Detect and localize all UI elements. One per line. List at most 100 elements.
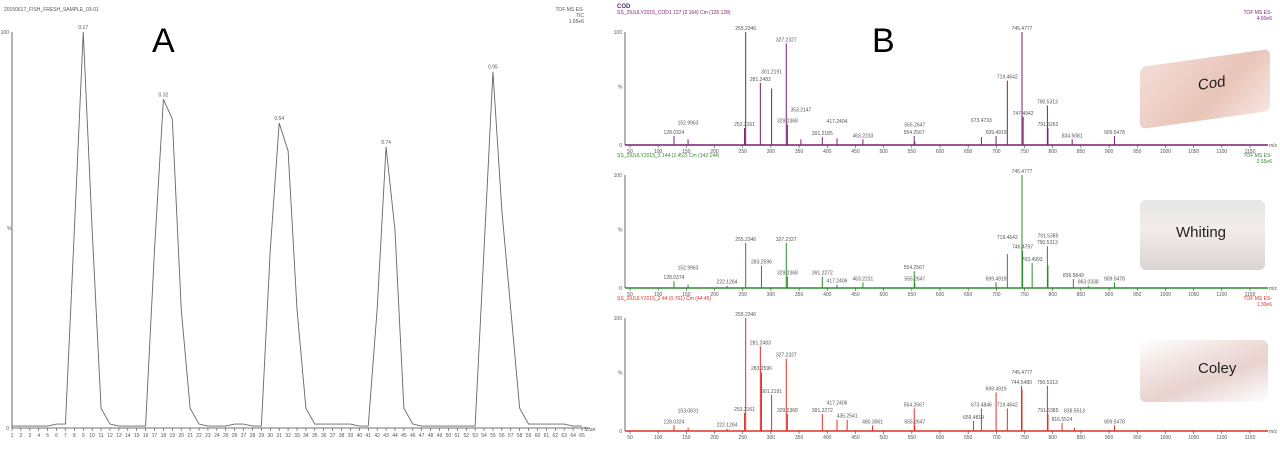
spectrum-peak-label: 791.5385: [1038, 408, 1059, 414]
spectrum-peak-label: 329.2368: [777, 408, 798, 414]
spectrum-title: SS_29JULY2015_3 144 (2.452) Cm (142:144): [617, 153, 720, 159]
chart-a-xlabel: Scan: [584, 427, 596, 433]
chart-a-xtick: 21: [187, 433, 193, 439]
spectrum-xtick: 650: [964, 149, 973, 155]
spectrum-xtick: 1000: [1160, 435, 1171, 441]
spectrum-xtick: 250: [739, 435, 748, 441]
spectrum-xtick: 750: [1020, 149, 1029, 155]
spectrum-xtick: 700: [992, 435, 1001, 441]
spectrum-peak-label: 281.2483: [750, 340, 771, 346]
chart-a-xtick: 27: [241, 433, 247, 439]
spectrum-peak-label: 555.2647: [904, 419, 925, 425]
chart-a-xtick: 16: [143, 433, 149, 439]
spectrum-xtick: 400: [823, 435, 832, 441]
chart-a-xtick: 9: [82, 433, 85, 439]
spectrum-xtick: 750: [1020, 292, 1029, 298]
chart-a-ytick: 100: [1, 30, 10, 36]
spectrum-ytick: 0: [619, 286, 622, 292]
spectrum-xtick: 1050: [1188, 292, 1199, 298]
chart-a-peak-label: 0.95: [488, 65, 498, 71]
chart-a-xtick: 26: [232, 433, 238, 439]
chart-a-xtick: 1: [11, 433, 14, 439]
spectrum-peak-label: 301.2191: [761, 389, 782, 395]
spectrum-ytick: 100: [614, 30, 623, 36]
spectrum-xtick: 850: [1077, 292, 1086, 298]
spectrum-peak-label: 255.2346: [735, 312, 756, 318]
chart-a-xtick: 65: [579, 433, 585, 439]
chart-a-xtick: 33: [294, 433, 300, 439]
spectrum-xtick: 450: [851, 292, 860, 298]
spectrum-xtick: 550: [908, 435, 917, 441]
spectrum-xtick: 1100: [1216, 292, 1227, 298]
spectrum-peak-label: 909.5478: [1104, 130, 1125, 136]
chart-a-xtick: 42: [374, 433, 380, 439]
spectrum-peak-label: 327.2327: [776, 353, 797, 359]
spectrum-peak-label: 283.2596: [751, 259, 772, 265]
spectrum-peak-label: 480.3061: [862, 419, 883, 425]
chart-a-xtick: 57: [508, 433, 514, 439]
spectrum-title: SS_29JULY2015_2 44 (0.761) Cm (44:45): [617, 296, 711, 302]
chart-a-xtick: 53: [472, 433, 478, 439]
spectrum-peak-label: 153.0831: [678, 409, 699, 415]
spectrum-peak-label: 255.2346: [735, 26, 756, 32]
spectrum-ytick: 0: [619, 143, 622, 149]
spectrum-peak-label: 745.4777: [1012, 370, 1033, 376]
chart-a-xtick: 36: [321, 433, 327, 439]
spectrum-xlabel: m/z: [1269, 429, 1278, 435]
spectrum-peak-label: 790.5313: [1037, 380, 1058, 386]
chart-a-xtick: 11: [98, 433, 103, 439]
spectrum-peak-label: 673.4733: [971, 118, 992, 124]
spectrum-ytick: 100: [614, 316, 623, 322]
spectrum-xtick: 500: [879, 149, 888, 155]
spectrum-peak-label: 391.2185: [812, 131, 833, 137]
spectrum-peak-label: 836.5849: [1063, 273, 1084, 279]
spectrum-xtick: 550: [908, 292, 917, 298]
spectrum-xtick: 350: [795, 149, 804, 155]
spectrum-xtick: 1050: [1188, 149, 1199, 155]
chart-a-title: 20150617_FISH_FRESH_SAMPLE_03-01: [4, 7, 99, 13]
chart-a-ylabel: %: [7, 226, 12, 232]
chart-a-xtick: 55: [490, 433, 496, 439]
spectrum-xtick: 50: [627, 292, 633, 298]
chart-a-xtick: 14: [125, 433, 131, 439]
chart-a-xtick: 45: [401, 433, 407, 439]
spectrum-xtick: 950: [1133, 292, 1142, 298]
spectrum-ytick: 0: [619, 429, 622, 435]
spectrum-xtick: 800: [1049, 149, 1058, 155]
spectrum-peak-label: 763.4993: [1022, 257, 1043, 263]
cod-label: Cod: [1198, 73, 1226, 94]
chart-a-peak-label: 0.54: [274, 116, 284, 122]
chart-a-xtick: 50: [446, 433, 452, 439]
spectrum-xtick: 250: [739, 149, 748, 155]
chart-a-xtick: 58: [517, 433, 523, 439]
spectrum-xtick: 950: [1133, 435, 1142, 441]
spectrum-xtick: 150: [682, 435, 691, 441]
spectrum-peak-label: 791.5262: [1038, 122, 1059, 128]
chart-a-xtick: 3: [28, 433, 31, 439]
spectrum-peak-label: 329.2368: [777, 119, 798, 125]
spectrum-xtick: 550: [908, 149, 917, 155]
whiting-photo: Whiting: [1140, 200, 1265, 270]
spectrum-xtick: 1150: [1245, 435, 1256, 441]
spectrum-peak-label: 745.4777: [1012, 26, 1033, 32]
chart-a-xtick: 51: [455, 433, 461, 439]
chart-a-xtick: 39: [348, 433, 354, 439]
spectrum-xtick: 400: [823, 292, 832, 298]
spectrum-peak-label: 554.2567: [904, 402, 925, 408]
chart-a-xtick: 24: [214, 433, 220, 439]
spectrum-xtick: 1150: [1245, 149, 1256, 155]
spectrum-peak-label: 659.4819: [963, 415, 984, 421]
spectrum-peak-label: 719.4642: [997, 235, 1018, 241]
spectrum-xtick: 50: [627, 435, 633, 441]
chart-a-header: TIC: [576, 13, 584, 19]
spectrum-peak-label: 152.9963: [678, 120, 699, 126]
chart-a-xtick: 28: [250, 433, 256, 439]
chart-a-xtick: 41: [365, 433, 371, 439]
chart-a-xtick: 4: [37, 433, 40, 439]
spectrum-peak-label: 417.2404: [827, 119, 848, 125]
spectrum-peak-label: 745.4777: [1012, 169, 1033, 175]
spectrum-xtick: 600: [936, 149, 945, 155]
spectrum-peak-label: 747.4942: [1013, 111, 1034, 117]
chart-a-xtick: 13: [116, 433, 122, 439]
